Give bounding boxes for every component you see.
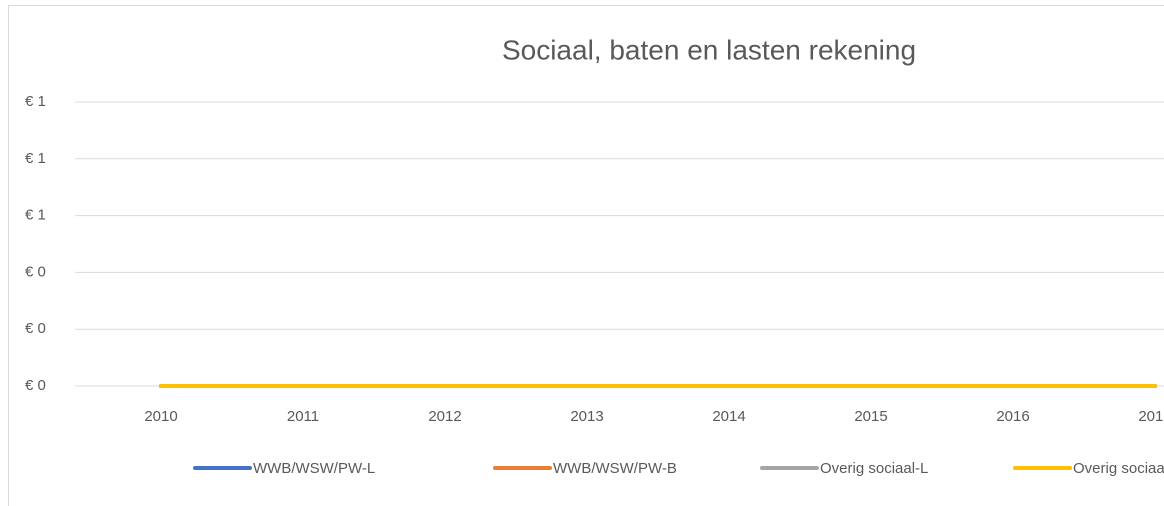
- legend-label: Overig sociaal-B: [1073, 460, 1164, 477]
- x-tick-label: 2016: [996, 408, 1029, 425]
- x-tick-label: 2014: [712, 408, 745, 425]
- y-tick-label: € 1: [25, 150, 46, 167]
- y-tick-label: € 1: [25, 93, 46, 110]
- x-tick-label: 2011: [287, 408, 319, 425]
- x-tick-label: 2010: [144, 408, 177, 425]
- y-tick-label: € 0: [25, 320, 46, 337]
- legend-label: Overig sociaal-L: [820, 460, 928, 477]
- y-tick-label: € 1: [25, 207, 46, 224]
- chart-border: [8, 5, 1164, 506]
- chart-title: Sociaal, baten en lasten rekening: [502, 34, 916, 65]
- legend-label: WWB/WSW/PW-L: [253, 460, 375, 477]
- x-tick-label: 2015: [854, 408, 887, 425]
- x-tick-label: 2013: [570, 408, 603, 425]
- legend-label: WWB/WSW/PW-B: [553, 460, 677, 477]
- x-tick-label: 2012: [428, 408, 461, 425]
- y-tick-label: € 0: [25, 263, 46, 280]
- x-tick-label: 2017: [1138, 408, 1164, 425]
- y-tick-label: € 0: [25, 377, 46, 394]
